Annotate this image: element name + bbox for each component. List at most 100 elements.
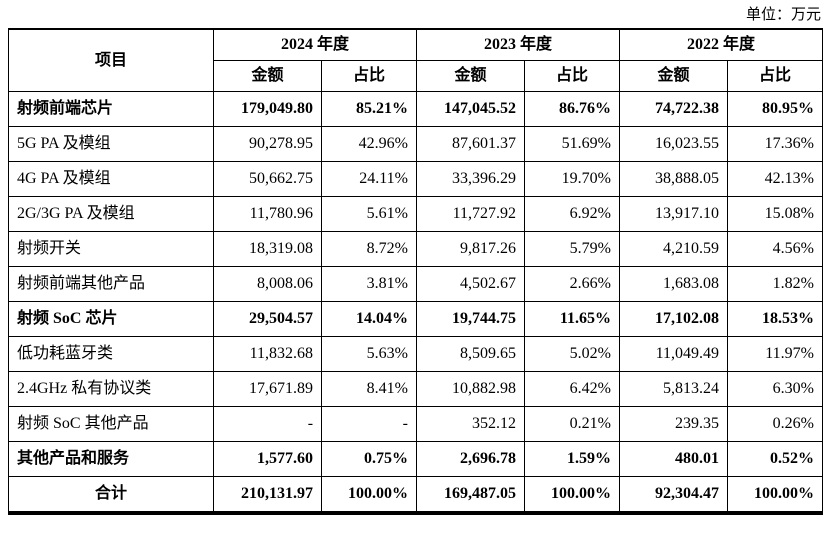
col-header-ratio-2024: 占比 [321, 60, 417, 92]
ratio-cell: 42.96% [321, 126, 417, 162]
table-row: 合计 210,131.97 100.00% 169,487.05 100.00% 92,3… [8, 476, 823, 514]
table-body: 射频前端芯片 179,049.80 85.21% 147,045.52 86.76% 74… [8, 91, 823, 514]
ratio-cell: 6.92% [524, 196, 620, 232]
table-row: 2G/3G PA 及模组 11,780.96 5.61% 11,727.92 6.92%… [8, 196, 823, 232]
table-row: 射频前端芯片 179,049.80 85.21% 147,045.52 86.76% 74… [8, 91, 823, 127]
ratio-cell: 0.21% [524, 406, 620, 442]
row-label: 射频 SoC 其他产品 [8, 406, 214, 442]
header-row-years: 项目 2024 年度 2023 年度 2022 年度 [8, 28, 824, 92]
amount-cell: 169,487.05 [415, 476, 526, 514]
unit-label: 单位：万元 [745, 7, 821, 23]
amount-cell: 17,671.89 [212, 371, 323, 407]
ratio-cell: 15.08% [727, 196, 823, 232]
ratio-cell: 42.13% [727, 161, 823, 197]
row-label: 射频开关 [8, 231, 214, 267]
amount-cell: 87,601.37 [415, 126, 526, 162]
table-row: 其他产品和服务 1,577.60 0.75% 2,696.78 1.59% 480.01 0… [8, 441, 823, 477]
col-header-item: 项目 [8, 28, 214, 92]
row-label: 5G PA 及模组 [8, 126, 214, 162]
ratio-cell: 100.00% [321, 476, 417, 514]
ratio-cell: 3.81% [321, 266, 417, 302]
amount-cell: 33,396.29 [415, 161, 526, 197]
col-header-amount-2024: 金额 [212, 60, 323, 92]
ratio-cell: 80.95% [727, 91, 823, 127]
amount-cell: 13,917.10 [618, 196, 729, 232]
amount-cell: - [212, 406, 323, 442]
ratio-cell: 2.66% [524, 266, 620, 302]
row-label: 其他产品和服务 [8, 441, 214, 477]
ratio-cell: 0.75% [321, 441, 417, 477]
amount-cell: 11,049.49 [618, 336, 729, 372]
amount-cell: 210,131.97 [212, 476, 323, 514]
amount-cell: 19,744.75 [415, 301, 526, 337]
table-row: 2.4GHz 私有协议类 17,671.89 8.41% 10,882.98 6.42%… [8, 371, 823, 407]
table-row: 4G PA 及模组 50,662.75 24.11% 33,396.29 19.70% 3… [8, 161, 823, 197]
amount-cell: 11,727.92 [415, 196, 526, 232]
row-label: 合计 [8, 476, 214, 514]
amount-cell: 352.12 [415, 406, 526, 442]
amount-cell: 4,210.59 [618, 231, 729, 267]
row-label: 低功耗蓝牙类 [8, 336, 214, 372]
ratio-cell: 8.72% [321, 231, 417, 267]
amount-cell: 8,509.65 [415, 336, 526, 372]
col-header-year-2022: 2022 年度 [618, 28, 824, 61]
col-header-ratio-2023: 占比 [524, 60, 620, 92]
amount-cell: 10,882.98 [415, 371, 526, 407]
ratio-cell: 6.30% [727, 371, 823, 407]
amount-cell: 16,023.55 [618, 126, 729, 162]
table-row: 射频 SoC 其他产品 - -352.12 0.21% 239.35 0.26% [8, 406, 823, 442]
amount-cell: 5,813.24 [618, 371, 729, 407]
ratio-cell: 14.04% [321, 301, 417, 337]
ratio-cell: 86.76% [524, 91, 620, 127]
amount-cell: 29,504.57 [212, 301, 323, 337]
col-header-amount-2023: 金额 [415, 60, 526, 92]
amount-cell: 11,832.68 [212, 336, 323, 372]
table-row: 射频开关 18,319.08 8.72% 9,817.26 5.79% 4,210.59 4… [8, 231, 823, 267]
col-header-year-2024: 2024 年度 [213, 28, 417, 61]
ratio-cell: 11.65% [524, 301, 620, 337]
ratio-cell: 5.79% [524, 231, 620, 267]
ratio-cell: 85.21% [321, 91, 417, 127]
header-row-subcolumns: 金额 占比 金额 占比 金额 占比 [9, 60, 823, 92]
row-label: 4G PA 及模组 [8, 161, 214, 197]
ratio-cell: - [321, 406, 417, 442]
ratio-cell: 1.59% [524, 441, 620, 477]
ratio-cell: 6.42% [524, 371, 620, 407]
table-row: 射频前端其他产品 8,008.06 3.81% 4,502.67 2.66% 1,683.… [8, 266, 823, 302]
ratio-cell: 0.26% [727, 406, 823, 442]
ratio-cell: 100.00% [727, 476, 823, 514]
amount-cell: 1,683.08 [618, 266, 729, 302]
table-row: 5G PA 及模组 90,278.95 42.96% 87,601.37 51.69% 1… [8, 126, 823, 162]
table-row: 低功耗蓝牙类 11,832.68 5.63% 8,509.65 5.02% 11,049.… [8, 336, 823, 372]
ratio-cell: 100.00% [524, 476, 620, 514]
amount-cell: 17,102.08 [618, 301, 729, 337]
ratio-cell: 17.36% [727, 126, 823, 162]
amount-cell: 74,722.38 [618, 91, 729, 127]
ratio-cell: 5.63% [321, 336, 417, 372]
table-row: 射频 SoC 芯片 29,504.57 14.04% 19,744.75 11.65% 1… [8, 301, 823, 337]
ratio-cell: 1.82% [727, 266, 823, 302]
amount-cell: 2,696.78 [415, 441, 526, 477]
amount-cell: 38,888.05 [618, 161, 729, 197]
revenue-breakdown-table: 项目 2024 年度 2023 年度 2022 年度 金额 占比 金额 占比 金… [8, 28, 824, 515]
ratio-cell: 4.56% [727, 231, 823, 267]
table-header: 项目 2024 年度 2023 年度 2022 年度 金额 占比 金额 占比 金… [8, 28, 824, 92]
ratio-cell: 8.41% [321, 371, 417, 407]
col-header-amount-2022: 金额 [618, 60, 729, 92]
ratio-cell: 0.52% [727, 441, 823, 477]
ratio-cell: 51.69% [524, 126, 620, 162]
amount-cell: 18,319.08 [212, 231, 323, 267]
amount-cell: 90,278.95 [212, 126, 323, 162]
row-label: 射频前端其他产品 [8, 266, 214, 302]
amount-cell: 92,304.47 [618, 476, 729, 514]
amount-cell: 8,008.06 [212, 266, 323, 302]
amount-cell: 1,577.60 [212, 441, 323, 477]
col-header-year-2023: 2023 年度 [415, 28, 620, 61]
ratio-cell: 18.53% [727, 301, 823, 337]
ratio-cell: 5.61% [321, 196, 417, 232]
row-label: 2G/3G PA 及模组 [8, 196, 214, 232]
ratio-cell: 19.70% [524, 161, 620, 197]
row-label: 2.4GHz 私有协议类 [8, 371, 214, 407]
col-header-ratio-2022: 占比 [727, 60, 823, 92]
